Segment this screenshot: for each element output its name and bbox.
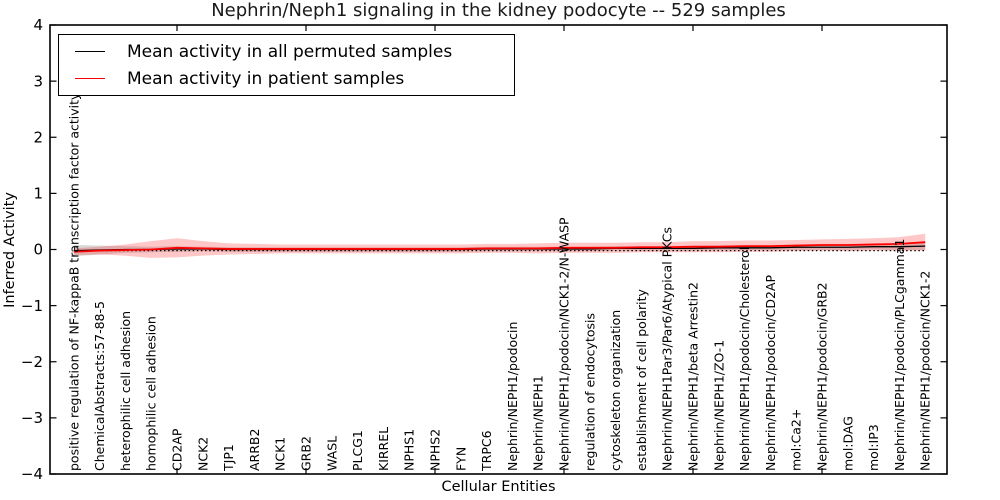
x-tick-label: NPHS1 [402,429,417,471]
x-axis-label: Cellular Entities [441,479,556,495]
x-tick-label: CD2AP [170,428,185,471]
x-tick-label: TJP1 [221,444,236,472]
x-tick-label: Nephrin/NEPH1/podocin/NCK1-2 [918,271,933,471]
x-tick-label: positive regulation of NF-kappaB transcr… [66,92,81,471]
x-tick-label: KIRREL [376,427,391,471]
legend-line-sample-black [75,51,105,52]
chart-title: Nephrin/Neph1 signaling in the kidney po… [211,0,786,21]
x-tick-label: Nephrin/NEPH1 [531,375,546,471]
x-tick-label: mol:DAG [840,416,855,471]
x-tick-label: regulation of endocytosis [582,313,597,471]
x-tick-label: mol:IP3 [866,424,881,471]
legend-label: Mean activity in patient samples [127,68,405,89]
legend: Mean activity in all permuted samples Me… [58,34,515,96]
y-tick-label: −3 [21,409,43,427]
legend-entry-patient: Mean activity in patient samples [75,69,514,89]
x-tick-label: NPHS2 [428,429,443,471]
legend-entry-permuted: Mean activity in all permuted samples [75,42,514,62]
y-tick-label: 3 [33,72,43,90]
legend-line-sample-red [75,78,105,79]
y-tick-label: −2 [21,353,43,371]
band [73,233,926,258]
x-tick-label: ARRB2 [247,429,262,471]
y-tick-label: −1 [21,297,43,315]
x-tick-label: Nephrin/NEPH1/podocin/PLCgamma1 [892,239,907,471]
y-tick-label: 0 [33,241,43,259]
series-line [73,241,926,253]
x-tick-label: Nephrin/NEPH1/ZO-1 [711,340,726,471]
x-tick-label: FYN [453,447,468,471]
x-tick-label: mol:Ca2+ [789,409,804,471]
legend-label: Mean activity in all permuted samples [127,41,453,62]
x-tick-label: PLCG1 [350,430,365,471]
y-tick-label: −4 [21,465,43,483]
x-tick-label: NCK2 [195,437,210,471]
x-tick-label: ChemicalAbstracts:57-88-5 [92,301,107,471]
x-tick-label: Nephrin/NEPH1/beta Arrestin2 [686,282,701,471]
y-axis-label: Inferred Activity [2,192,18,308]
x-tick-label: Nephrin/NEPH1Par3/Par6/Atypical PKCs [660,227,675,471]
x-tick-label: Nephrin/NEPH1/podocin [505,322,520,471]
x-tick-label: Nephrin/NEPH1/podocin/Cholesterol [737,247,752,471]
x-tick-label: cytoskeleton organization [608,310,623,471]
x-tick-label: Nephrin/NEPH1/podocin/NCK1-2/N-WASP [557,217,572,471]
x-tick-label: establishment of cell polarity [634,289,649,471]
x-tick-label: Nephrin/NEPH1/podocin/CD2AP [763,275,778,471]
x-tick-label: TRPC6 [479,430,494,472]
x-tick-label: heterophilic cell adhesion [118,311,133,471]
y-tick-label: 1 [33,185,43,203]
y-tick-label: 4 [33,16,43,34]
x-tick-label: GRB2 [299,436,314,471]
x-tick-label: Nephrin/NEPH1/podocin/GRB2 [815,282,830,471]
x-tick-label: WASL [324,436,339,471]
x-tick-label: NCK1 [273,437,288,471]
y-tick-label: 2 [33,128,43,146]
x-tick-label: homophilic cell adhesion [144,316,159,471]
